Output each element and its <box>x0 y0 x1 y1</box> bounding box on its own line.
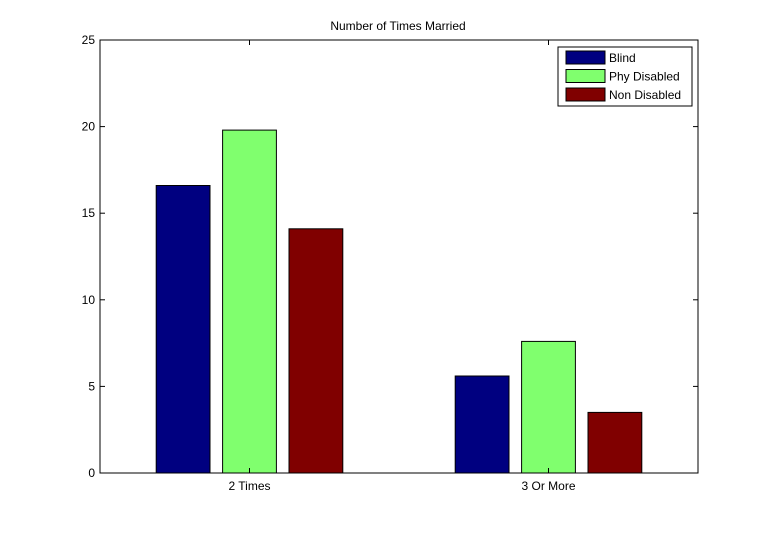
y-axis: 0 5 10 15 20 25 <box>82 33 698 480</box>
plot-frame <box>99 39 699 474</box>
y-tick-label: 20 <box>82 120 96 134</box>
legend-swatch-phy-disabled <box>565 69 606 83</box>
bar-blind-3-or-more <box>454 375 510 474</box>
x-axis: 2 Times 3 Or More <box>228 40 576 493</box>
bar-blind-2-times <box>155 185 211 474</box>
legend-label-non-disabled: Non Disabled <box>609 88 681 102</box>
bar-phy-disabled-3-or-more <box>521 340 576 474</box>
legend-label-phy-disabled: Phy Disabled <box>609 70 680 84</box>
bar-phy-disabled-2-times <box>222 129 277 474</box>
bar-non-disabled-3-or-more <box>587 411 643 474</box>
y-tick-label: 10 <box>82 293 96 307</box>
y-tick-label: 25 <box>82 33 96 47</box>
y-tick-label: 0 <box>88 466 95 480</box>
x-tick-label: 2 Times <box>228 479 270 493</box>
chart-title: Number of Times Married <box>330 19 465 33</box>
bar-non-disabled-2-times <box>288 228 344 474</box>
legend-label-blind: Blind <box>609 51 636 65</box>
y-tick-label: 15 <box>82 206 96 220</box>
y-tick-label: 5 <box>88 379 95 393</box>
x-tick-label: 3 Or More <box>521 479 575 493</box>
legend-swatch-non-disabled <box>565 87 606 102</box>
bars-layer <box>155 129 643 474</box>
legend-swatch-blind <box>565 50 606 65</box>
legend: Blind Phy Disabled Non Disabled <box>557 46 693 107</box>
